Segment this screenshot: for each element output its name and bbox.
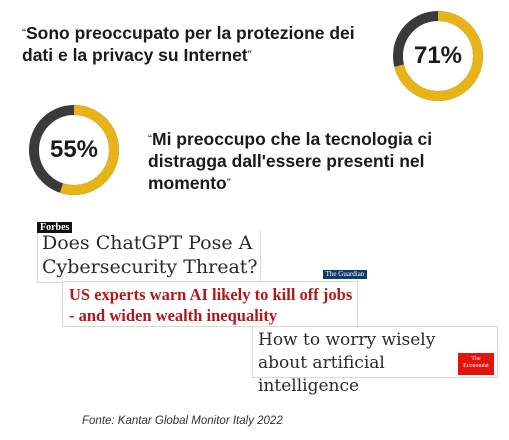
economist-logo: The Economist bbox=[458, 353, 494, 375]
donut-71: 71% bbox=[392, 10, 484, 102]
quote-open-mark: “ bbox=[22, 26, 26, 40]
donut-71-ring bbox=[393, 11, 483, 101]
donut-71-progress bbox=[393, 11, 483, 101]
quote-close-mark: ” bbox=[247, 48, 252, 62]
guardian-logo: The Guardian bbox=[323, 270, 367, 279]
donut-71-label: 71% bbox=[413, 42, 463, 69]
quote-distraction: “Mi preoccupo che la tecnologia ci distr… bbox=[148, 128, 483, 194]
headline-economist: How to worry wisely about artificial int… bbox=[252, 326, 498, 396]
headline-guardian: US experts warn AI likely to kill off jo… bbox=[62, 281, 358, 327]
quote-privacy-text: Sono preoccupato per la protezione dei d… bbox=[22, 23, 355, 65]
headline-guardian-text: US experts warn AI likely to kill off jo… bbox=[69, 285, 353, 325]
source-note: Fonte: Kantar Global Monitor Italy 2022 bbox=[82, 415, 283, 427]
quote-open-mark: “ bbox=[148, 132, 152, 146]
donut-55: 55% bbox=[28, 104, 120, 196]
headline-economist-text: How to worry wisely about artificial int… bbox=[258, 330, 436, 396]
quote-distraction-text: Mi preoccupo che la tecnologia ci distra… bbox=[148, 129, 433, 193]
headline-forbes-text: Does ChatGPT Pose A Cybersecurity Threat… bbox=[42, 232, 258, 278]
donut-55-label: 55% bbox=[49, 136, 99, 163]
quote-close-mark: ” bbox=[226, 176, 231, 190]
forbes-logo: Forbes bbox=[37, 222, 73, 233]
donut-55-progress bbox=[29, 105, 119, 195]
quote-privacy: “Sono preoccupato per la protezione dei … bbox=[22, 22, 357, 66]
donut-55-ring bbox=[29, 105, 119, 195]
headline-forbes: Does ChatGPT Pose A Cybersecurity Threat… bbox=[37, 231, 261, 283]
